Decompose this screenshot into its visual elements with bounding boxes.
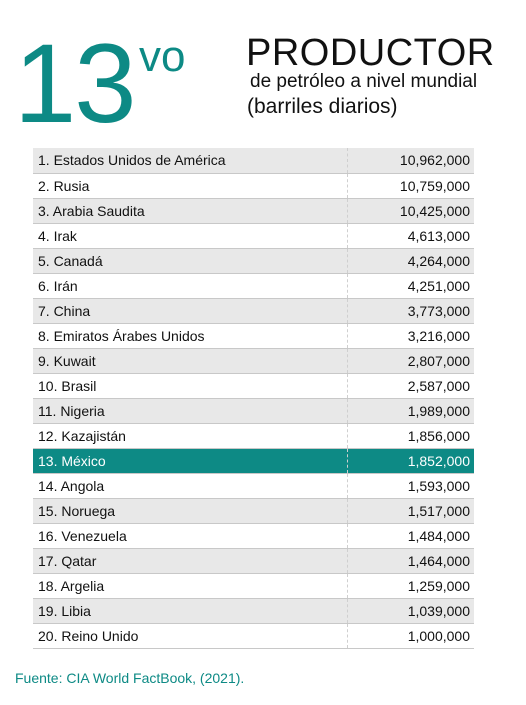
barrels-cell: 10,425,000 bbox=[347, 198, 474, 224]
barrels-cell: 1,259,000 bbox=[347, 573, 474, 599]
table-row: 3. Arabia Saudita 10,425,000 bbox=[33, 198, 474, 224]
barrels-cell: 4,264,000 bbox=[347, 248, 474, 274]
barrels-cell: 1,484,000 bbox=[347, 523, 474, 549]
country-cell: 19. Libia bbox=[33, 598, 349, 624]
country-cell: 10. Brasil bbox=[33, 373, 349, 399]
table-row: 19. Libia 1,039,000 bbox=[33, 598, 474, 624]
barrels-cell: 1,000,000 bbox=[347, 623, 474, 649]
table-row: 1. Estados Unidos de América 10,962,000 bbox=[33, 148, 474, 174]
barrels-cell: 4,251,000 bbox=[347, 273, 474, 299]
barrels-cell: 2,587,000 bbox=[347, 373, 474, 399]
table-row: 11. Nigeria 1,989,000 bbox=[33, 398, 474, 424]
country-cell: 12. Kazajistán bbox=[33, 423, 349, 449]
country-cell: 8. Emiratos Árabes Unidos bbox=[33, 323, 349, 349]
table-row: 9. Kuwait 2,807,000 bbox=[33, 348, 474, 374]
barrels-cell: 3,216,000 bbox=[347, 323, 474, 349]
table-row: 6. Irán 4,251,000 bbox=[33, 273, 474, 299]
barrels-cell: 1,989,000 bbox=[347, 398, 474, 424]
units-label: (barriles diarios) bbox=[247, 95, 398, 118]
barrels-cell: 1,039,000 bbox=[347, 598, 474, 624]
table-row: 5. Canadá 4,264,000 bbox=[33, 248, 474, 274]
rank-number: 13 bbox=[14, 21, 137, 146]
barrels-cell: 1,464,000 bbox=[347, 548, 474, 574]
table-row: 4. Irak 4,613,000 bbox=[33, 223, 474, 249]
barrels-cell: 2,807,000 bbox=[347, 348, 474, 374]
country-cell: 4. Irak bbox=[33, 223, 349, 249]
barrels-cell: 1,593,000 bbox=[347, 473, 474, 499]
country-cell: 16. Venezuela bbox=[33, 523, 349, 549]
page-title: PRODUCTOR bbox=[246, 32, 495, 74]
table-row: 15. Noruega 1,517,000 bbox=[33, 498, 474, 524]
country-cell: 14. Angola bbox=[33, 473, 349, 499]
country-cell: 1. Estados Unidos de América bbox=[33, 148, 349, 174]
country-cell: 9. Kuwait bbox=[33, 348, 349, 374]
country-cell: 13. México bbox=[33, 448, 349, 474]
table-row: 16. Venezuela 1,484,000 bbox=[33, 523, 474, 549]
table-row: 17. Qatar 1,464,000 bbox=[33, 548, 474, 574]
page-subtitle: de petróleo a nivel mundial bbox=[250, 71, 478, 92]
rank-ordinal-suffix: vo bbox=[139, 32, 186, 81]
table-row: 10. Brasil 2,587,000 bbox=[33, 373, 474, 399]
table-row: 20. Reino Unido 1,000,000 bbox=[33, 623, 474, 649]
barrels-cell: 1,856,000 bbox=[347, 423, 474, 449]
country-cell: 18. Argelia bbox=[33, 573, 349, 599]
barrels-cell: 3,773,000 bbox=[347, 298, 474, 324]
table-row-highlighted: 13. México 1,852,000 bbox=[33, 448, 474, 474]
table-row: 18. Argelia 1,259,000 bbox=[33, 573, 474, 599]
table-row: 2. Rusia 10,759,000 bbox=[33, 173, 474, 199]
country-cell: 2. Rusia bbox=[33, 173, 349, 199]
barrels-cell: 1,517,000 bbox=[347, 498, 474, 524]
table-row: 14. Angola 1,593,000 bbox=[33, 473, 474, 499]
barrels-cell: 10,962,000 bbox=[347, 148, 474, 174]
country-cell: 3. Arabia Saudita bbox=[33, 198, 349, 224]
table-row: 12. Kazajistán 1,856,000 bbox=[33, 423, 474, 449]
barrels-cell: 10,759,000 bbox=[347, 173, 474, 199]
barrels-cell: 1,852,000 bbox=[347, 448, 474, 474]
table-row: 7. China 3,773,000 bbox=[33, 298, 474, 324]
table-body: 1. Estados Unidos de América 10,962,000 2.… bbox=[33, 148, 474, 649]
country-cell: 7. China bbox=[33, 298, 349, 324]
country-cell: 17. Qatar bbox=[33, 548, 349, 574]
oil-producers-table: 1. Estados Unidos de América 10,962,000 2.… bbox=[33, 148, 474, 649]
barrels-cell: 4,613,000 bbox=[347, 223, 474, 249]
country-cell: 5. Canadá bbox=[33, 248, 349, 274]
country-cell: 15. Noruega bbox=[33, 498, 349, 524]
country-cell: 6. Irán bbox=[33, 273, 349, 299]
table-row: 8. Emiratos Árabes Unidos 3,216,000 bbox=[33, 323, 474, 349]
country-cell: 20. Reino Unido bbox=[33, 623, 349, 649]
country-cell: 11. Nigeria bbox=[33, 398, 349, 424]
source-note: Fuente: CIA World FactBook, (2021). bbox=[15, 670, 245, 686]
